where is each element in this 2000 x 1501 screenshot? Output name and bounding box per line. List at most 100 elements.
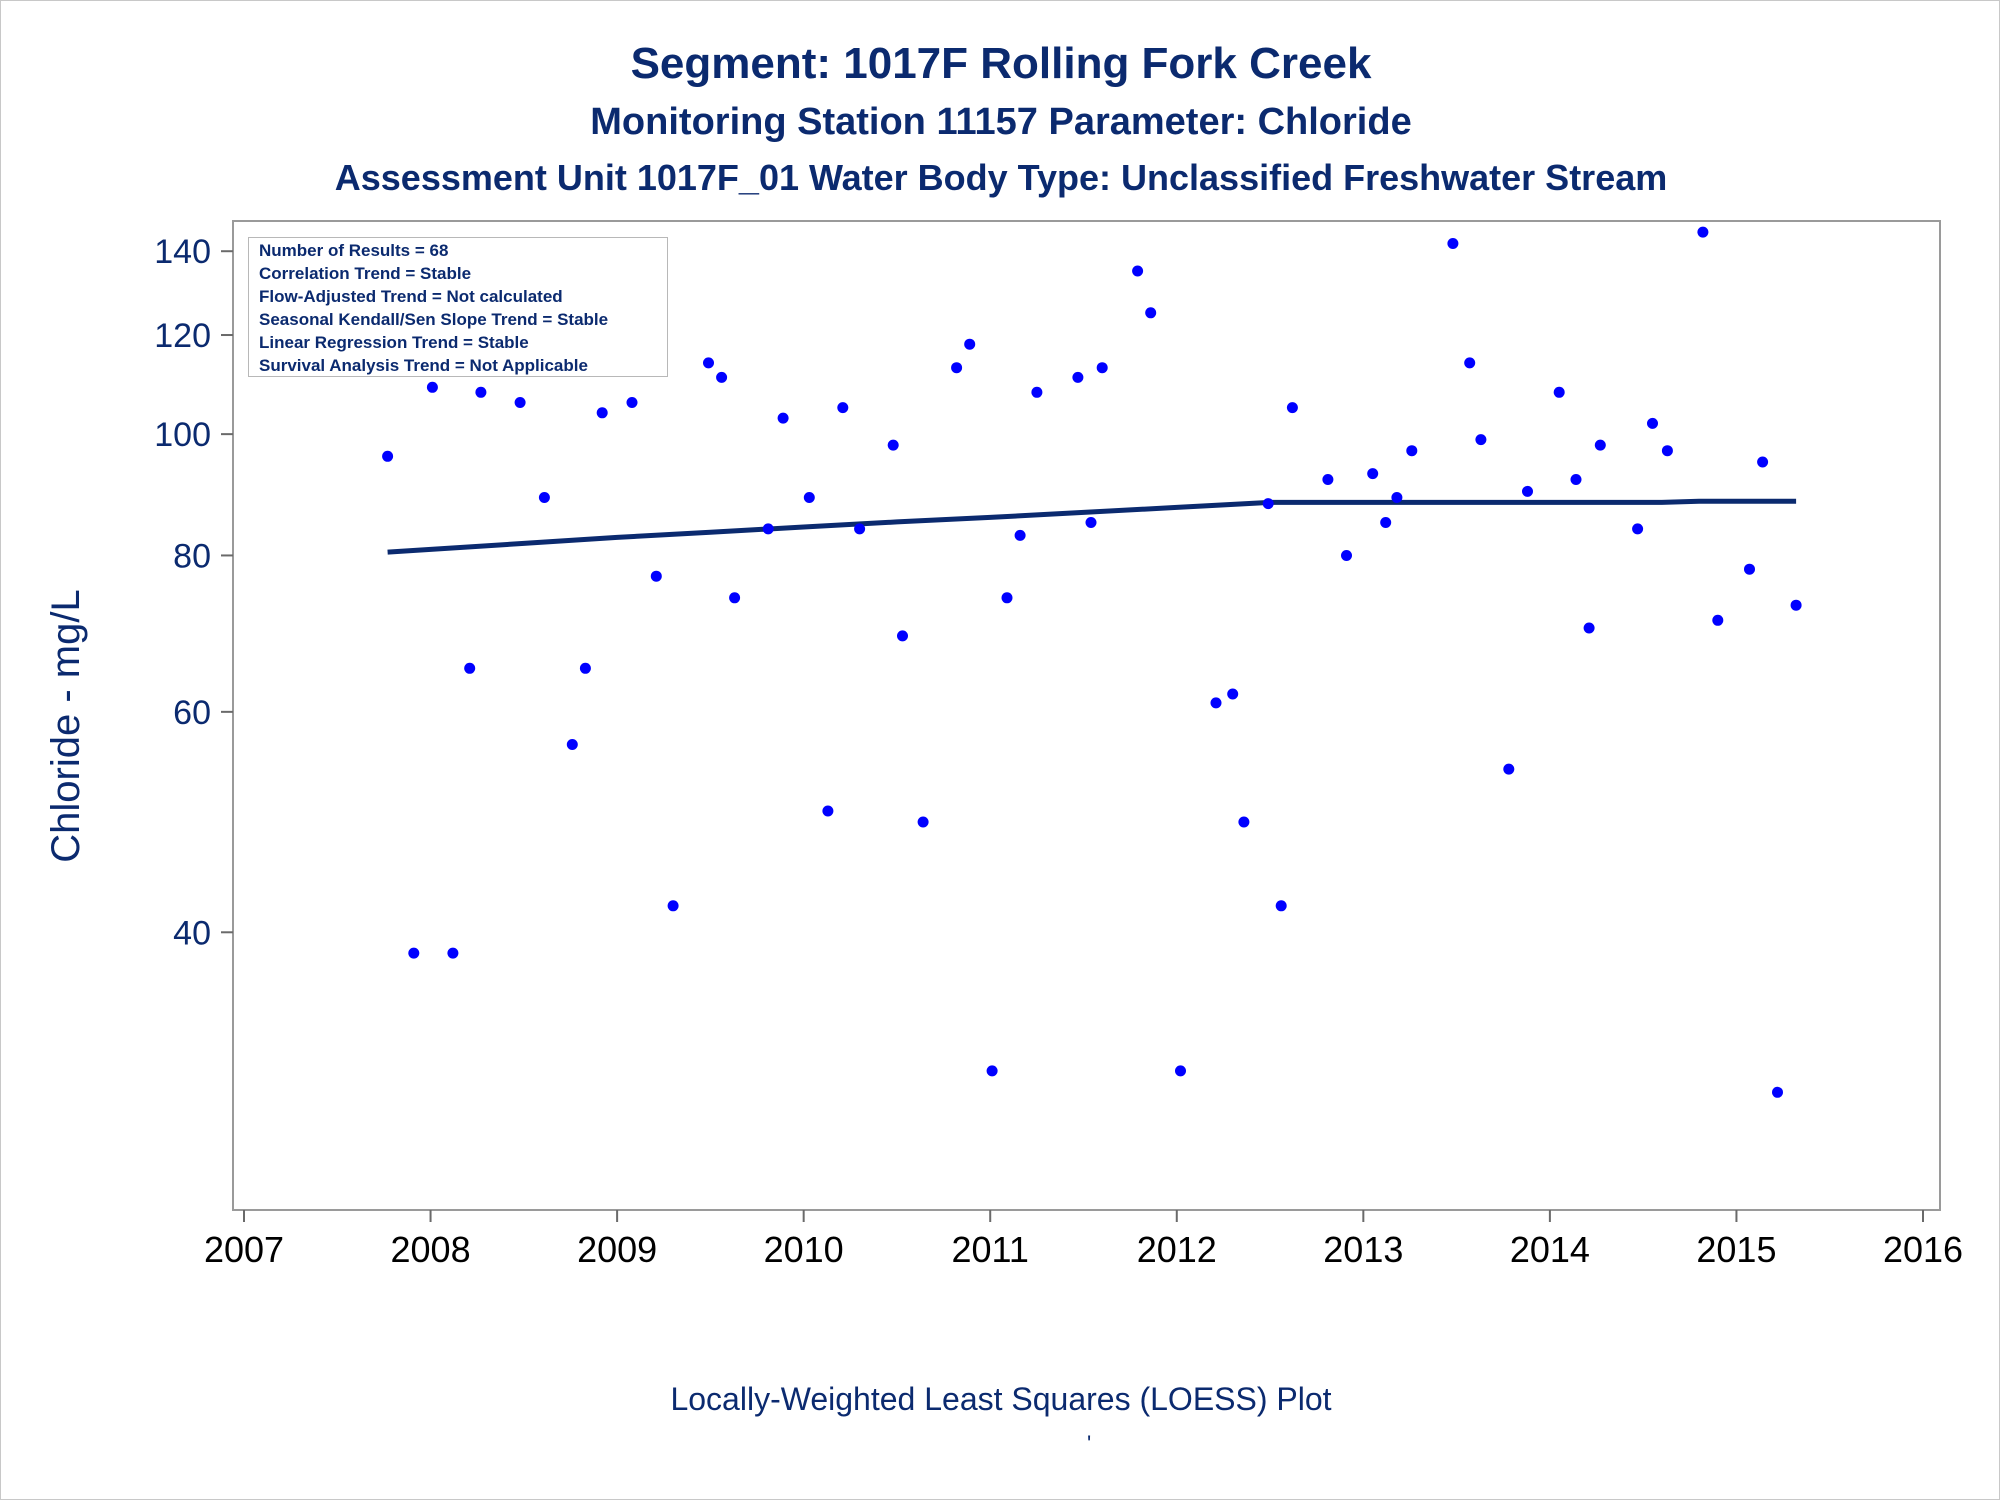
data-point <box>596 407 608 419</box>
loess-line <box>387 498 1797 555</box>
data-point <box>1322 474 1334 485</box>
x-tick-label: 2011 <box>952 1229 1029 1270</box>
x-tick-label: 2014 <box>1510 1229 1590 1270</box>
stat-seasonal-kendall-trend: Seasonal Kendall/Sen Slope Trend = Stabl… <box>259 310 609 329</box>
data-point <box>762 523 774 535</box>
data-point <box>837 402 849 414</box>
data-point <box>803 492 815 503</box>
data-point <box>1391 492 1403 503</box>
data-point <box>1210 697 1222 709</box>
data-point <box>447 947 459 959</box>
data-point <box>986 1065 998 1077</box>
data-point <box>566 739 578 750</box>
data-point <box>475 386 487 398</box>
data-point <box>1145 307 1157 319</box>
data-point <box>426 381 438 393</box>
data-point <box>716 371 728 383</box>
data-point <box>538 492 550 503</box>
data-point <box>1464 357 1476 369</box>
data-point <box>1380 517 1392 528</box>
chart-title: Segment: 1017F Rolling Fork Creek <box>630 39 1372 88</box>
data-point <box>1553 386 1565 398</box>
data-point <box>1406 445 1418 457</box>
x-axis: 2007 2008 2009 2010 2011 2012 2013 2014 2015 2016 <box>204 1210 1963 1270</box>
data-point <box>1570 474 1582 485</box>
y-axis: 40 60 80 100 120 140 <box>154 233 233 952</box>
data-point <box>1697 226 1709 238</box>
data-point <box>1583 622 1595 634</box>
data-point <box>1175 1065 1186 1077</box>
data-point <box>650 570 662 582</box>
data-point <box>897 630 908 642</box>
data-point <box>1661 445 1673 457</box>
stat-number-of-results: Number of Results = 68 <box>259 241 449 260</box>
data-point <box>729 592 741 604</box>
data-points-group <box>382 226 1802 1098</box>
data-point <box>579 662 591 674</box>
data-point <box>1712 614 1724 626</box>
data-point <box>1014 529 1026 541</box>
data-point <box>1286 402 1298 414</box>
data-point <box>1072 371 1084 383</box>
data-point <box>1227 688 1239 700</box>
stat-flow-adjusted-trend: Flow-Adjusted Trend = Not calculated <box>259 287 563 306</box>
data-point <box>1790 599 1802 611</box>
data-point <box>1772 1086 1783 1098</box>
data-point <box>1341 550 1352 561</box>
stats-box: Number of Results = 68 Correlation Trend… <box>248 237 668 377</box>
data-point <box>1475 434 1487 446</box>
data-point <box>822 805 834 817</box>
data-point <box>703 357 714 369</box>
data-point <box>667 900 679 912</box>
y-tick-label: 140 <box>154 233 211 271</box>
stat-linear-regression-trend: Linear Regression Trend = Stable <box>259 333 529 352</box>
data-point <box>1522 485 1533 497</box>
data-point <box>1031 386 1043 398</box>
data-point <box>1447 238 1459 249</box>
data-point <box>1085 517 1097 528</box>
data-point <box>964 338 976 350</box>
data-point <box>1238 816 1250 828</box>
plot-type-note: Locally-Weighted Least Squares (LOESS) P… <box>670 1381 1332 1417</box>
x-tick-label: 2009 <box>577 1229 657 1270</box>
data-point <box>777 412 789 424</box>
data-point <box>1367 468 1379 480</box>
y-tick-label: 40 <box>173 914 211 952</box>
data-point <box>1275 900 1287 912</box>
data-point <box>1632 523 1644 535</box>
y-axis-label: Chloride - mg/L <box>44 589 88 862</box>
chart-subtitle-2: Assessment Unit 1017F_01 Water Body Type… <box>334 157 1668 198</box>
data-point <box>1503 763 1515 775</box>
data-point <box>626 397 638 408</box>
data-point <box>887 439 899 451</box>
footer-mark: ' <box>1087 1431 1092 1456</box>
y-tick-label: 80 <box>173 537 211 575</box>
data-point <box>1262 498 1274 510</box>
data-point <box>1132 265 1144 277</box>
stat-correlation-trend: Correlation Trend = Stable <box>259 264 472 283</box>
x-tick-label: 2013 <box>1323 1229 1403 1270</box>
data-point <box>408 947 420 959</box>
x-tick-label: 2007 <box>204 1229 284 1270</box>
x-tick-label: 2015 <box>1696 1229 1776 1270</box>
x-tick-label: 2012 <box>1137 1229 1217 1270</box>
data-point <box>514 397 526 408</box>
y-tick-label: 100 <box>154 416 211 454</box>
loess-line-group <box>387 498 1797 555</box>
data-point <box>1647 417 1658 429</box>
data-point <box>854 523 866 535</box>
data-point <box>1001 592 1013 604</box>
data-point <box>1096 362 1108 374</box>
data-point <box>464 662 476 674</box>
stat-survival-analysis-trend: Survival Analysis Trend = Not Applicable <box>259 356 588 375</box>
data-point <box>1594 439 1606 451</box>
y-tick-label: 60 <box>173 694 211 732</box>
x-tick-label: 2016 <box>1883 1229 1963 1270</box>
x-tick-label: 2008 <box>391 1229 471 1270</box>
chart-subtitle: Monitoring Station 11157 Parameter: Chlo… <box>590 101 1412 143</box>
data-point <box>1757 456 1769 468</box>
data-point <box>1744 563 1755 575</box>
x-tick-label: 2010 <box>764 1229 844 1270</box>
